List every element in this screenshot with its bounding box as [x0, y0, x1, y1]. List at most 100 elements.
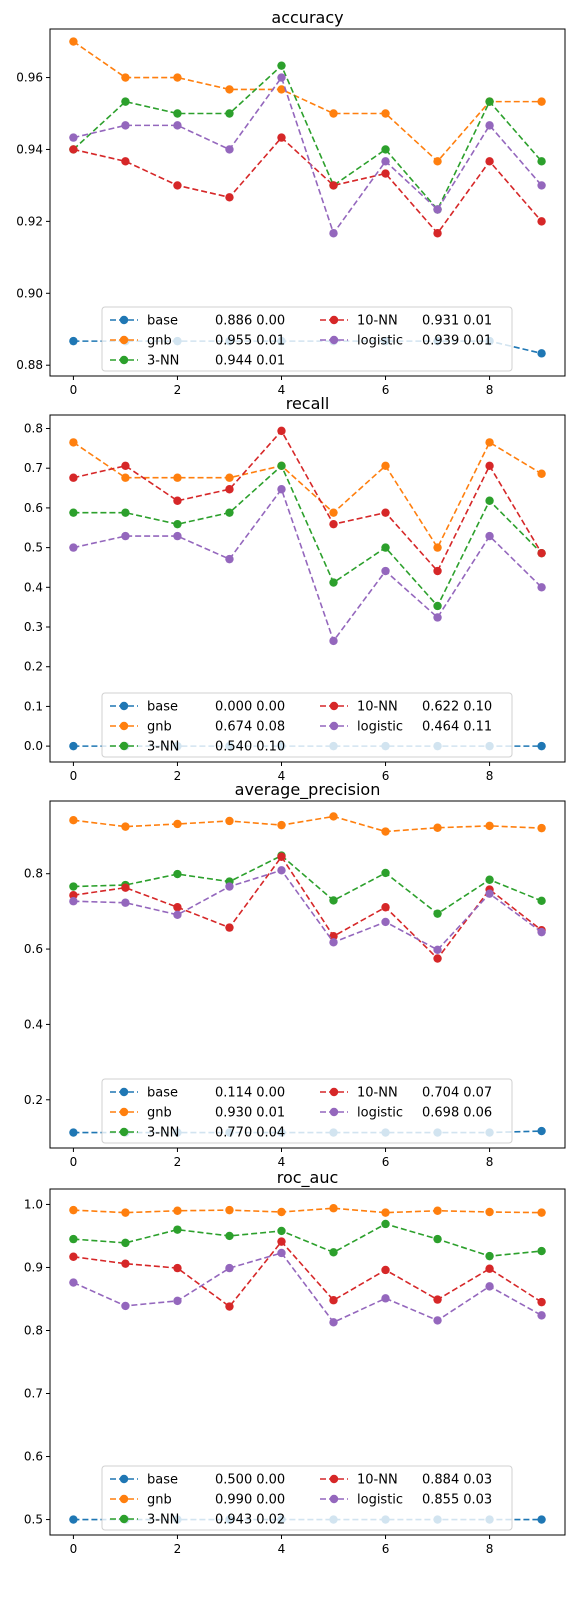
data-point-logistic	[121, 531, 130, 541]
data-point-10-nn	[537, 548, 546, 558]
legend-stats: 0.704 0.07	[422, 1086, 492, 1101]
legend-label: 3-NN	[147, 1126, 179, 1141]
legend-marker-10-nn	[329, 1087, 339, 1097]
y-tick-label: 0.8	[24, 867, 43, 881]
data-point-gnb	[225, 85, 234, 94]
data-point-gnb	[433, 157, 442, 166]
legend-marker-base	[119, 701, 129, 711]
data-point-3-nn	[121, 1238, 130, 1248]
x-tick-label: 6	[382, 383, 390, 397]
legend-marker-logistic	[329, 1107, 339, 1117]
x-tick-label: 0	[70, 383, 78, 397]
legend-marker-gnb	[119, 335, 129, 345]
data-point-gnb	[433, 543, 442, 552]
data-point-3-nn	[277, 461, 286, 471]
x-tick-label: 8	[486, 1155, 494, 1169]
legend-label: 10-NN	[357, 1086, 398, 1101]
data-point-logistic	[277, 485, 286, 494]
data-point-3-nn	[329, 896, 338, 905]
x-tick-label: 4	[278, 769, 286, 783]
legend-label: base	[147, 314, 178, 329]
data-point-3-nn	[277, 61, 286, 70]
data-point-3-nn	[225, 1231, 234, 1241]
series-line-gnb	[72, 441, 543, 550]
data-point-10-nn	[277, 852, 286, 861]
data-point-gnb	[537, 469, 546, 478]
data-point-10-nn	[329, 1296, 338, 1305]
x-tick-label: 2	[174, 1542, 182, 1556]
legend-marker-gnb	[119, 1107, 129, 1117]
axes-frame	[49, 414, 566, 763]
legend-label: logistic	[357, 1493, 403, 1508]
data-point-3-nn	[329, 1248, 338, 1257]
y-tick-label: 0.88	[16, 358, 43, 372]
data-point-10-nn	[485, 461, 494, 471]
data-point-gnb	[121, 1208, 130, 1217]
chart-title: roc_auc	[277, 1168, 339, 1188]
data-point-10-nn	[433, 1295, 442, 1304]
data-point-3-nn	[433, 601, 442, 611]
data-point-gnb	[485, 438, 494, 447]
legend-stats: 0.770 0.04	[215, 1126, 285, 1141]
data-point-gnb	[121, 473, 130, 482]
data-point-logistic	[173, 531, 182, 541]
data-point-base	[69, 1128, 78, 1137]
series-line-10-nn	[73, 429, 543, 573]
axes-frame	[49, 800, 566, 1149]
y-tick-label: 0.8	[24, 421, 43, 435]
legend-marker-3-nn	[119, 1127, 129, 1137]
legend-marker-base	[119, 1087, 129, 1097]
data-point-gnb	[69, 1205, 78, 1215]
data-point-3-nn	[69, 882, 78, 891]
data-point-3-nn	[121, 97, 130, 106]
y-tick-label: 0.5	[24, 541, 43, 555]
legend-marker-base	[119, 1474, 129, 1484]
data-point-3-nn	[121, 508, 130, 517]
data-point-10-nn	[69, 1252, 78, 1261]
y-tick-label: 0.8	[24, 1323, 43, 1337]
axes-frame	[49, 28, 566, 377]
series-line-10-nn	[73, 1240, 543, 1308]
data-point-10-nn	[121, 157, 130, 166]
legend-stats: 0.674 0.08	[215, 720, 285, 735]
y-tick-label: 0.7	[24, 461, 43, 475]
x-tick-label: 0	[70, 1542, 78, 1556]
y-tick-label: 0.6	[24, 1450, 43, 1464]
data-point-logistic	[329, 1318, 338, 1327]
data-point-logistic	[433, 945, 442, 955]
data-point-gnb	[121, 822, 130, 831]
legend-stats: 0.500 0.00	[215, 1473, 285, 1488]
data-point-3-nn	[485, 875, 494, 884]
axes-frame	[49, 1188, 566, 1536]
data-point-gnb	[381, 109, 390, 118]
legend-stats: 0.886 0.00	[215, 314, 285, 329]
data-point-logistic	[381, 1294, 390, 1303]
data-point-10-nn	[329, 181, 338, 190]
data-point-3-nn	[537, 1246, 546, 1256]
data-point-10-nn	[537, 217, 546, 226]
data-point-10-nn	[121, 883, 130, 892]
y-tick-label: 0.96	[16, 71, 43, 85]
data-point-10-nn	[537, 1297, 546, 1307]
data-point-logistic	[381, 917, 390, 927]
legend-stats: 0.939 0.01	[422, 334, 492, 349]
data-point-10-nn	[433, 954, 442, 963]
data-point-10-nn	[173, 496, 182, 505]
legend-label: base	[147, 700, 178, 715]
data-point-10-nn	[433, 566, 442, 576]
data-point-gnb	[329, 812, 338, 821]
data-point-logistic	[277, 1248, 286, 1258]
legend-stats: 0.540 0.10	[215, 740, 285, 755]
chart-title: accuracy	[271, 8, 343, 27]
data-point-3-nn	[485, 97, 494, 106]
legend-label: logistic	[357, 1106, 403, 1121]
data-point-logistic	[277, 73, 286, 82]
data-point-3-nn	[537, 157, 546, 166]
legend-stats: 0.114 0.00	[215, 1086, 285, 1101]
legend-label: gnb	[147, 720, 172, 735]
y-tick-label: 0.2	[24, 660, 43, 674]
data-point-gnb	[69, 438, 78, 447]
data-point-logistic	[121, 121, 130, 130]
data-point-logistic	[121, 1301, 130, 1311]
data-point-logistic	[381, 157, 390, 166]
